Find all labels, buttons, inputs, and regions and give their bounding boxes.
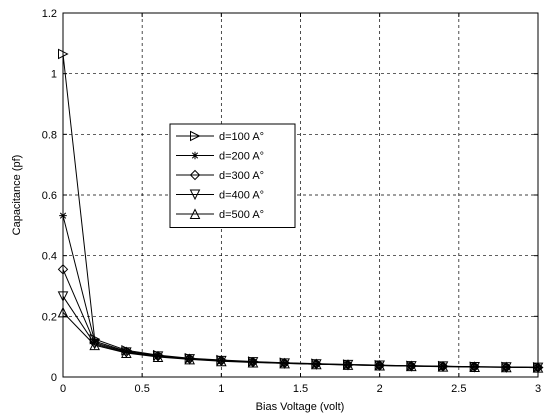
data-point [247,356,259,368]
legend-item: d=100 A° [176,130,264,143]
series-line [62,312,539,369]
data-point [501,361,512,373]
y-tick-label: 1.2 [42,8,57,20]
star-stroke [191,152,199,159]
legend-marker [189,169,201,181]
data-point [89,337,100,348]
legend-marker [190,130,201,142]
data-point [342,359,354,370]
x-tick-label: 2 [377,383,383,395]
legend-item: d=200 A° [176,151,264,163]
axis-ticks: 0 0.5 1 1.5 2 2.5 3 0 0.2 0.4 0.6 0.8 1 1.2 [42,8,541,395]
data-point [437,361,449,372]
data-point [216,355,227,367]
data-point [374,359,385,371]
legend-label: d=200 A° [219,151,264,163]
x-tick-label: 0.5 [135,383,150,395]
x-tick-label: 1.5 [293,383,308,395]
legend-marker [189,208,201,219]
legend-label: d=100 A° [219,131,264,143]
data-point [121,347,132,359]
x-tick-label: 1 [218,383,224,395]
legend-label: d=400 A° [219,190,264,202]
y-tick-label: 1 [51,69,57,81]
y-axis-label: Capacitance (pf) [11,155,23,236]
data-point [311,358,322,370]
data-point [406,360,417,372]
y-tick-label: 0 [51,372,57,384]
x-axis-label: Bias Voltage (volt) [256,401,345,413]
data-point [152,351,164,362]
grid [63,13,538,377]
legend: d=100 A° d=200 A° d=300 A° d=400 A° d=500 A° [169,123,296,228]
data-point [89,338,100,350]
y-tick-label: 0.2 [42,311,57,323]
y-tick-label: 0.6 [42,190,57,202]
series-5 [57,306,544,373]
data-point [279,357,290,369]
y-tick-label: 0.8 [42,129,57,141]
data-point [89,339,100,351]
data-point [184,353,195,365]
legend-label: d=300 A° [219,170,264,182]
legend-label: d=500 A° [219,209,264,221]
x-tick-label: 2.5 [451,383,466,395]
legend-item: d=300 A° [176,169,264,182]
x-tick-label: 0 [60,383,66,395]
legend-item: d=500 A° [176,208,264,221]
data-point [469,361,480,372]
legend-marker [189,189,201,201]
x-tick-label: 3 [535,383,541,395]
legend-marker [191,151,199,160]
y-tick-label: 0.4 [42,251,57,263]
legend-item: d=400 A° [176,189,264,202]
